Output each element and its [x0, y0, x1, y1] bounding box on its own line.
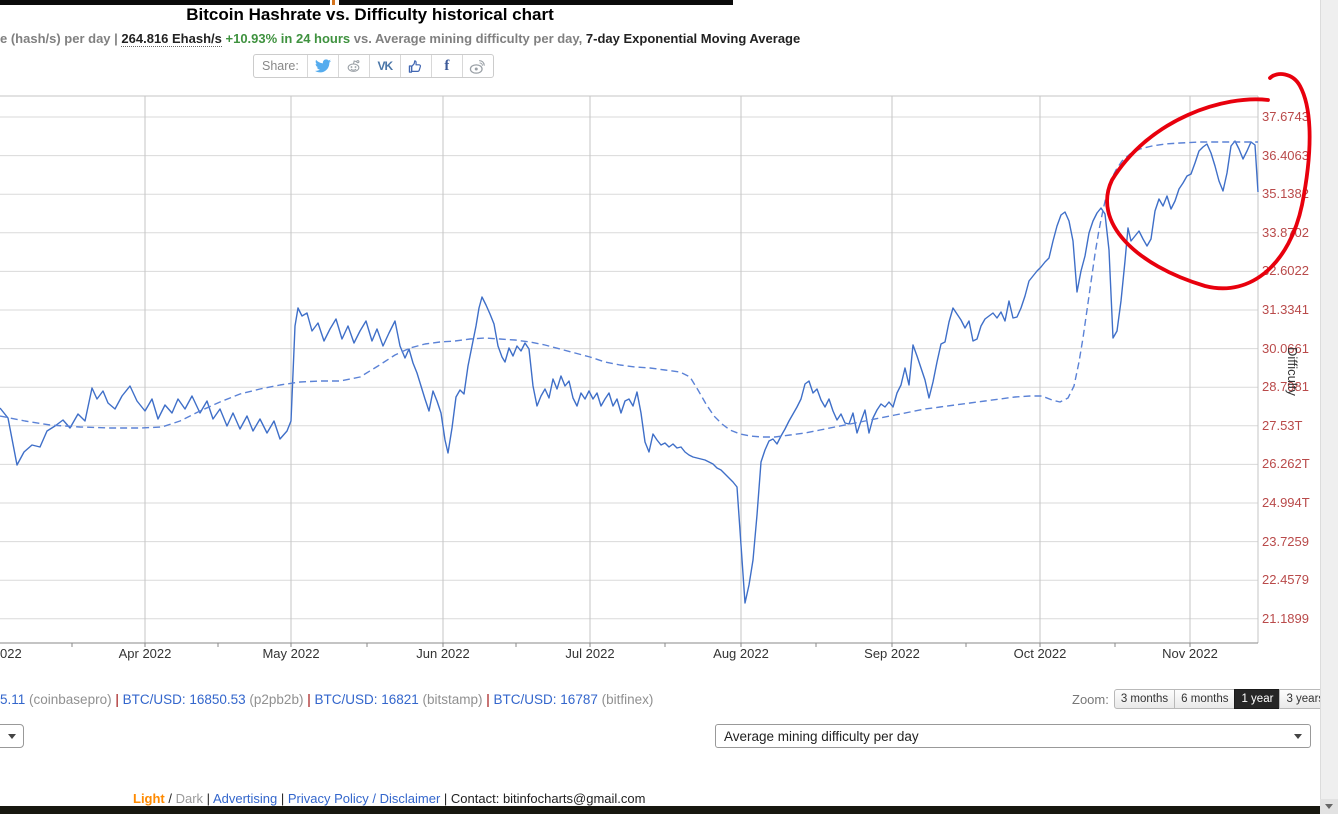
theme-light-toggle[interactable]: Light [133, 791, 165, 806]
reddit-icon [345, 58, 362, 74]
twitter-icon [314, 59, 331, 73]
ticker-exchange-label: (p2pb2b) [245, 692, 304, 707]
footer-links: Light / Dark | Advertising | Privacy Pol… [133, 791, 645, 806]
y-tick-label: 30.0661 [1262, 340, 1309, 356]
y-tick-label: 22.4579 [1262, 572, 1309, 588]
y-tick-label: 36.4063 [1262, 147, 1309, 163]
x-tick-label: Jul 2022 [565, 646, 615, 661]
price-ticker: 5.11 (coinbasepro) | BTC/USD: 16850.53 (… [0, 692, 653, 707]
share-facebook-button[interactable]: f [430, 55, 462, 77]
zoom-6-months-button[interactable]: 6 months [1174, 689, 1236, 709]
y-tick-label: 37.6743 [1262, 109, 1309, 124]
ticker-exchange-label: (bitfinex) [597, 692, 654, 707]
ticker-price-link[interactable]: BTC/USD: 16787 [493, 692, 598, 707]
y-tick-label: 24.994T [1262, 495, 1310, 510]
x-tick-label: Jun 2022 [416, 646, 470, 661]
ticker-separator: | [303, 692, 315, 707]
zoom-3-months-button[interactable]: 3 months [1113, 689, 1176, 709]
x-tick-label: 022 [0, 646, 22, 661]
y-tick-label: 21.1899 [1262, 610, 1309, 626]
subtitle-prefix: e (hash/s) per day | [0, 31, 122, 46]
weibo-icon [469, 59, 486, 74]
x-tick-label: Oct 2022 [1013, 646, 1067, 661]
y-tick-label: 31.3341 [1262, 302, 1309, 317]
ticker-price-link[interactable]: 5.11 [0, 692, 26, 707]
y-tick-label: 33.8702 [1262, 224, 1309, 240]
y-tick-label: 35.1382 [1262, 186, 1309, 202]
x-tick-label: Aug 2022 [713, 646, 769, 661]
zoom-3-years-button[interactable]: 3 years [1279, 689, 1332, 709]
share-label: Share: [262, 59, 299, 73]
footer-text: Contact: [450, 791, 503, 806]
right-metric-select-value: Average mining difficulty per day [724, 728, 919, 744]
top-partial-bar [0, 0, 733, 5]
chevron-down-icon [1294, 733, 1302, 739]
right-metric-select[interactable]: Average mining difficulty per day [715, 724, 1311, 748]
footer-text: | [440, 791, 451, 806]
hashrate-value: 264.816 Ehash/s [121, 31, 222, 47]
footer-link[interactable]: Privacy Policy / Disclaimer [287, 791, 441, 806]
subtitle-mid: vs. Average mining difficulty per day, [350, 31, 586, 46]
footer-text: / [164, 791, 176, 806]
y-tick-label: 23.7259 [1262, 533, 1309, 549]
footer-text: | [203, 791, 213, 806]
y-tick-label: 27.53T [1262, 417, 1303, 433]
facebook-icon: f [444, 57, 450, 74]
x-tick-label: Apr 2022 [118, 646, 172, 661]
top-bar-favicon-sliver [332, 0, 335, 5]
y-tick-label: 32.6022 [1262, 263, 1309, 279]
vertical-scrollbar[interactable] [1320, 0, 1338, 814]
x-tick-label: Sep 2022 [864, 646, 920, 661]
down-arrow-icon [1325, 804, 1333, 809]
ticker-separator: | [482, 692, 494, 707]
share-weibo-button[interactable] [461, 55, 493, 77]
y-axis-title: Difficulty [1285, 347, 1300, 396]
scrollbar-down-arrow[interactable] [1320, 799, 1338, 814]
footer-link[interactable]: Advertising [212, 791, 278, 806]
y-tick-label: 28.7981 [1262, 379, 1309, 395]
ticker-price-link[interactable]: BTC/USD: 16850.53 [122, 692, 246, 707]
subtitle-suffix: 7-day Exponential Moving Average [585, 31, 801, 46]
share-vk-button[interactable]: VK [368, 55, 400, 77]
zoom-label: Zoom: [1072, 691, 1109, 707]
page-title: Bitcoin Hashrate vs. Difficulty historic… [186, 5, 554, 24]
x-tick-label: May 2022 [262, 646, 320, 661]
share-widget: Share: VK f [253, 54, 494, 78]
footer-text: | [277, 791, 288, 806]
bottom-dark-bar [0, 806, 1338, 814]
ticker-price-link[interactable]: BTC/USD: 16821 [314, 692, 419, 707]
chart-subtitle: e (hash/s) per day | 264.816 Ehash/s +10… [0, 31, 801, 47]
hashrate-24h-change: +10.93% in 24 hours [225, 31, 351, 46]
ticker-exchange-label: (bitstamp) [418, 692, 483, 707]
chart-plot-area[interactable] [0, 96, 1258, 643]
left-metric-select[interactable] [0, 724, 24, 748]
ticker-exchange-label: (coinbasepro) [25, 692, 112, 707]
zoom-1-year-button[interactable]: 1 year [1234, 689, 1281, 709]
ticker-separator: | [111, 692, 123, 707]
chevron-down-icon [8, 733, 16, 739]
x-tick-label: Nov 2022 [1162, 646, 1218, 661]
like-icon [408, 59, 423, 74]
theme-dark-toggle[interactable]: Dark [175, 791, 204, 806]
contact-email-link[interactable]: bitinfocharts@gmail.com [502, 791, 646, 806]
vk-icon: VK [377, 59, 394, 73]
share-like-button[interactable] [399, 55, 431, 77]
share-reddit-button[interactable] [337, 55, 369, 77]
y-tick-label: 26.262T [1262, 456, 1310, 472]
share-twitter-button[interactable] [306, 55, 338, 77]
